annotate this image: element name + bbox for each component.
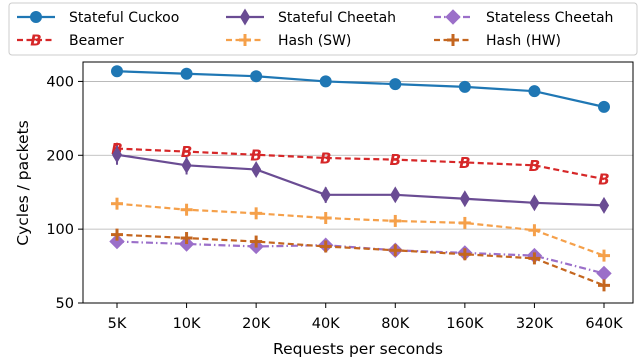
data-point	[458, 80, 471, 93]
series-hash-hw	[111, 228, 610, 292]
data-point	[250, 235, 263, 248]
x-tick-label: 40K	[312, 316, 340, 332]
data-point	[598, 100, 610, 113]
data-point	[180, 67, 193, 80]
legend-item: B Beamer	[17, 32, 124, 50]
x-axis-ticks: 5K 10K 20K 40K 80K 160K 320K 640K	[108, 303, 623, 332]
data-point	[529, 194, 540, 212]
data-point	[111, 197, 123, 210]
legend-label: Stateful Cheetah	[278, 10, 396, 26]
legend-item: Hash (HW)	[434, 33, 561, 49]
data-point: B	[250, 146, 261, 164]
series-hash-sw	[111, 197, 610, 262]
series-stateful-cuckoo	[111, 65, 610, 113]
data-point	[109, 233, 125, 250]
series-line	[116, 240, 605, 275]
data-point: B	[390, 151, 401, 169]
x-tick-label: 160K	[446, 316, 484, 332]
data-point	[445, 9, 461, 25]
data-point	[180, 232, 193, 245]
data-point	[251, 161, 262, 178]
data-point	[598, 196, 610, 214]
x-tick-label: 80K	[381, 316, 409, 332]
legend-item: Hash (SW)	[226, 33, 351, 49]
data-point	[389, 78, 402, 91]
legend-label: Stateless Cheetah	[486, 10, 613, 26]
data-point	[111, 228, 123, 241]
legend-label: Hash (HW)	[486, 33, 561, 49]
y-axis-label: Cycles / packets	[14, 120, 32, 245]
y-tick-label: 50	[56, 296, 74, 312]
legend-item: Stateful Cheetah	[226, 8, 396, 26]
data-point	[181, 156, 192, 174]
data-point	[528, 252, 541, 265]
data-point: B	[529, 157, 540, 175]
series-line	[116, 202, 605, 257]
x-tick-label: 10K	[173, 316, 201, 332]
legend-label: Hash (SW)	[278, 33, 351, 49]
data-point	[180, 203, 193, 216]
data-point	[458, 248, 471, 261]
series-layer: BBBBBBBB	[109, 65, 612, 292]
grid-lines	[83, 81, 633, 304]
legend-label: Stateful Cuckoo	[69, 10, 179, 26]
data-point	[250, 70, 263, 83]
series-line	[116, 153, 605, 207]
data-point	[596, 265, 612, 282]
y-tick-label: 200	[46, 148, 74, 164]
x-axis-label: Requests per seconds	[273, 340, 443, 358]
plot-frame	[82, 61, 634, 304]
data-point	[319, 240, 332, 253]
data-point	[319, 75, 332, 88]
data-point	[320, 186, 331, 204]
data-point	[389, 214, 402, 227]
x-tick-label: 5K	[108, 316, 127, 332]
data-point	[459, 190, 470, 208]
y-tick-label: 100	[46, 222, 74, 238]
legend-item: Stateful Cuckoo	[17, 10, 179, 26]
data-point: B	[30, 32, 41, 50]
data-point	[447, 34, 459, 46]
data-point	[389, 244, 402, 257]
legend-label: Beamer	[69, 33, 124, 49]
y-axis-ticks: 50 100 200 400	[46, 74, 83, 312]
data-point	[390, 186, 401, 204]
data-point: B	[598, 171, 609, 189]
y-tick-label: 400	[46, 74, 74, 90]
x-tick-label: 640K	[585, 316, 623, 332]
data-point	[111, 65, 123, 78]
x-tick-label: 20K	[242, 316, 270, 332]
data-point	[598, 249, 610, 262]
data-point	[250, 207, 263, 220]
data-point	[528, 85, 541, 98]
series-line	[116, 147, 605, 181]
data-point	[239, 8, 251, 26]
data-point	[528, 224, 541, 237]
data-point	[319, 212, 332, 225]
data-point	[598, 279, 610, 292]
x-tick-label: 320K	[516, 316, 554, 332]
data-point	[30, 11, 42, 23]
data-point	[458, 216, 471, 229]
series-line	[116, 70, 605, 108]
data-point	[239, 34, 251, 46]
series-stateful-cheetah	[111, 145, 610, 214]
legend: Stateful Cuckoo B Beamer Stateful Cheetah Ha…	[8, 2, 638, 56]
legend-box	[8, 2, 638, 56]
data-point	[111, 146, 123, 164]
data-point: B	[459, 154, 470, 172]
data-point: B	[181, 143, 192, 161]
data-point: B	[320, 149, 331, 167]
series-line	[116, 233, 605, 287]
legend-item: Stateless Cheetah	[434, 9, 613, 26]
